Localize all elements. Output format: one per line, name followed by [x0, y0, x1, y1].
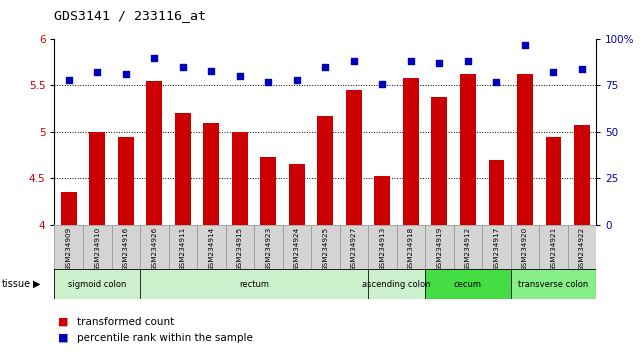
Bar: [568, 225, 596, 269]
Text: rectum: rectum: [239, 280, 269, 289]
Bar: [511, 225, 539, 269]
Point: [406, 58, 416, 64]
Text: ■: ■: [58, 317, 68, 327]
Bar: [169, 225, 197, 269]
Text: GSM234917: GSM234917: [494, 227, 499, 271]
Point: [491, 79, 501, 85]
Point: [292, 77, 302, 82]
Text: GSM234927: GSM234927: [351, 227, 357, 271]
Text: transformed count: transformed count: [77, 317, 174, 327]
Bar: [346, 90, 362, 225]
Point: [520, 42, 530, 47]
Text: GSM234911: GSM234911: [179, 227, 186, 271]
Point: [548, 69, 558, 75]
Text: GSM234910: GSM234910: [94, 227, 100, 271]
Bar: [140, 269, 368, 299]
Bar: [374, 177, 390, 225]
Bar: [425, 269, 511, 299]
Text: GSM234912: GSM234912: [465, 227, 471, 271]
Text: GSM234924: GSM234924: [294, 227, 300, 271]
Bar: [311, 225, 340, 269]
Bar: [454, 225, 482, 269]
Bar: [460, 74, 476, 225]
Point: [149, 55, 160, 60]
Bar: [368, 225, 397, 269]
Bar: [539, 225, 568, 269]
Text: ascending colon: ascending colon: [362, 280, 431, 289]
Bar: [112, 225, 140, 269]
Bar: [232, 132, 247, 225]
Bar: [140, 225, 169, 269]
Text: GSM234915: GSM234915: [237, 227, 243, 271]
Text: transverse colon: transverse colon: [518, 280, 588, 289]
Bar: [289, 164, 304, 225]
Point: [63, 77, 74, 82]
Bar: [260, 157, 276, 225]
Text: cecum: cecum: [454, 280, 482, 289]
Point: [434, 60, 444, 66]
Text: GSM234922: GSM234922: [579, 227, 585, 271]
Bar: [517, 74, 533, 225]
Text: GSM234925: GSM234925: [322, 227, 328, 271]
Bar: [488, 160, 504, 225]
Text: GSM234914: GSM234914: [208, 227, 214, 271]
Bar: [482, 225, 511, 269]
Point: [349, 58, 359, 64]
Text: GSM234926: GSM234926: [151, 227, 157, 271]
Point: [263, 79, 274, 85]
Bar: [61, 192, 76, 225]
Text: GSM234918: GSM234918: [408, 227, 414, 271]
Bar: [283, 225, 311, 269]
Bar: [340, 225, 368, 269]
Point: [206, 68, 217, 73]
Bar: [203, 122, 219, 225]
Text: percentile rank within the sample: percentile rank within the sample: [77, 333, 253, 343]
Bar: [54, 269, 140, 299]
Text: GSM234919: GSM234919: [437, 227, 442, 271]
Bar: [54, 225, 83, 269]
Bar: [146, 81, 162, 225]
Bar: [545, 137, 562, 225]
Point: [320, 64, 331, 70]
Text: GSM234921: GSM234921: [551, 227, 556, 271]
Bar: [368, 269, 425, 299]
Bar: [397, 225, 425, 269]
Bar: [511, 269, 596, 299]
Text: GSM234916: GSM234916: [123, 227, 129, 271]
Point: [92, 69, 103, 75]
Bar: [83, 225, 112, 269]
Text: GSM234923: GSM234923: [265, 227, 271, 271]
Bar: [574, 125, 590, 225]
Bar: [197, 225, 226, 269]
Point: [377, 81, 387, 86]
Point: [463, 58, 473, 64]
Bar: [175, 113, 190, 225]
Text: GSM234909: GSM234909: [66, 227, 72, 271]
Text: ▶: ▶: [33, 279, 41, 289]
Bar: [425, 225, 454, 269]
Bar: [254, 225, 283, 269]
Text: ■: ■: [58, 333, 68, 343]
Point: [577, 66, 587, 72]
Bar: [118, 137, 133, 225]
Bar: [317, 116, 333, 225]
Text: GDS3141 / 233116_at: GDS3141 / 233116_at: [54, 9, 206, 22]
Bar: [226, 225, 254, 269]
Text: GSM234913: GSM234913: [379, 227, 385, 271]
Text: GSM234920: GSM234920: [522, 227, 528, 271]
Text: sigmoid colon: sigmoid colon: [68, 280, 126, 289]
Point: [121, 72, 131, 77]
Bar: [89, 132, 105, 225]
Text: tissue: tissue: [1, 279, 30, 289]
Bar: [431, 97, 447, 225]
Point: [235, 73, 245, 79]
Point: [178, 64, 188, 70]
Bar: [403, 78, 419, 225]
